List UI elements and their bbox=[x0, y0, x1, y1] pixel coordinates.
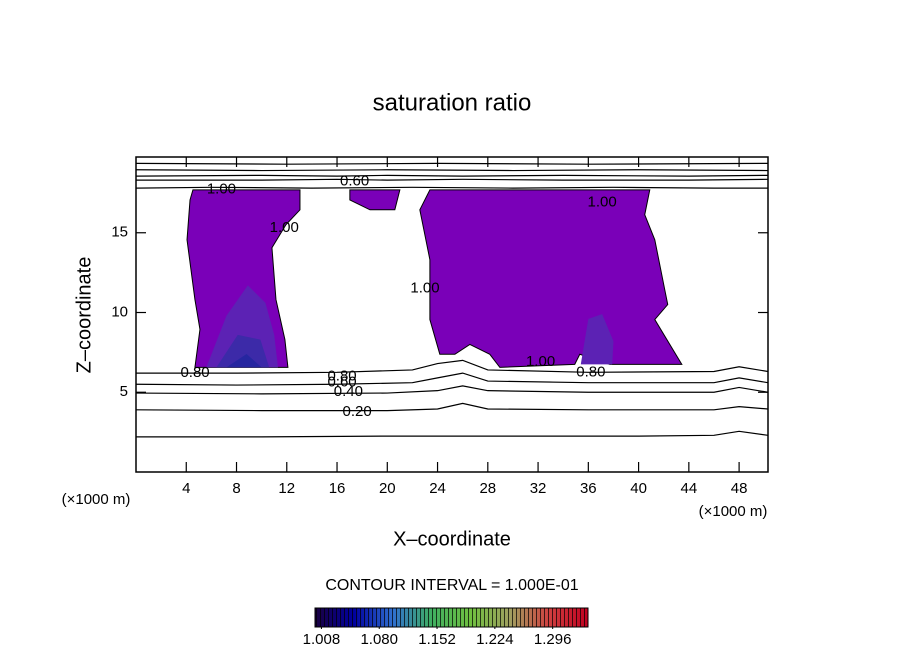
colorbar-tick-label: 1.080 bbox=[360, 631, 398, 648]
x-tick-label: 16 bbox=[329, 480, 346, 497]
colorbar-stripes bbox=[315, 608, 588, 627]
colorbar-tick-label: 1.008 bbox=[303, 631, 341, 648]
chart-title: saturation ratio bbox=[373, 89, 532, 116]
y-tick-label: 5 bbox=[120, 383, 128, 400]
y-axis-label: Z–coordinate bbox=[73, 257, 95, 374]
x-tick-label: 44 bbox=[680, 480, 697, 497]
contour-label: 0.80 bbox=[180, 364, 209, 381]
x-axis-label: X–coordinate bbox=[393, 528, 511, 550]
contour-label: 0.80 bbox=[327, 367, 356, 384]
x-unit-label: (×1000 m) bbox=[699, 503, 768, 520]
contour-label: 1.00 bbox=[526, 353, 555, 370]
x-tick-label: 36 bbox=[580, 480, 597, 497]
x-tick-label: 28 bbox=[479, 480, 496, 497]
contour-line bbox=[136, 174, 768, 177]
contour-line bbox=[136, 162, 768, 165]
filled-region bbox=[580, 314, 614, 365]
contour-line bbox=[136, 186, 768, 189]
contour-line bbox=[136, 385, 768, 395]
x-tick-label: 32 bbox=[530, 480, 547, 497]
colorbar-frame bbox=[314, 607, 589, 628]
contour-interval: CONTOUR INTERVAL = 1.000E-01 bbox=[325, 577, 578, 594]
contour-label: 0.20 bbox=[343, 403, 372, 420]
contour-line bbox=[136, 359, 768, 374]
contour-label: 0.60 bbox=[327, 374, 356, 391]
colorbar-tick-label: 1.224 bbox=[476, 631, 514, 648]
colorbar-tick-label: 1.152 bbox=[418, 631, 456, 648]
contour-label: 1.00 bbox=[588, 193, 617, 210]
contour-line bbox=[136, 372, 768, 386]
x-tick-label: 4 bbox=[182, 480, 190, 497]
plot-area: 0.200.400.600.80 0.800.801.001.001.001.00… bbox=[136, 162, 768, 438]
contour-label: 0.40 bbox=[334, 383, 363, 400]
colorbar-tick-label: 1.296 bbox=[534, 631, 572, 648]
x-tick-label: 20 bbox=[379, 480, 396, 497]
filled-region bbox=[186, 189, 301, 368]
filled-region bbox=[226, 353, 262, 368]
contour-line bbox=[136, 178, 768, 181]
plot-frame bbox=[135, 156, 769, 473]
contour-line bbox=[136, 402, 768, 412]
x-tick-label: 40 bbox=[630, 480, 647, 497]
x-tick-label: 8 bbox=[232, 480, 240, 497]
contour-line bbox=[136, 430, 768, 438]
y-tick-label: 15 bbox=[111, 224, 128, 241]
x-tick-label: 12 bbox=[278, 480, 295, 497]
contour-label: 1.00 bbox=[410, 280, 439, 297]
filled-region bbox=[349, 189, 401, 211]
contour-label: 1.00 bbox=[207, 181, 236, 198]
x-tick-label: 48 bbox=[731, 480, 748, 497]
filled-region bbox=[216, 334, 270, 368]
contour-label: 0.60 bbox=[340, 173, 369, 190]
y-tick-label: 10 bbox=[111, 303, 128, 320]
contour-label: 1.00 bbox=[270, 219, 299, 236]
contour-label: 0.80 bbox=[576, 363, 605, 380]
contour-line bbox=[136, 169, 768, 172]
filled-region bbox=[419, 189, 683, 368]
y-unit-label: (×1000 m) bbox=[62, 491, 131, 508]
x-tick-label: 24 bbox=[429, 480, 446, 497]
